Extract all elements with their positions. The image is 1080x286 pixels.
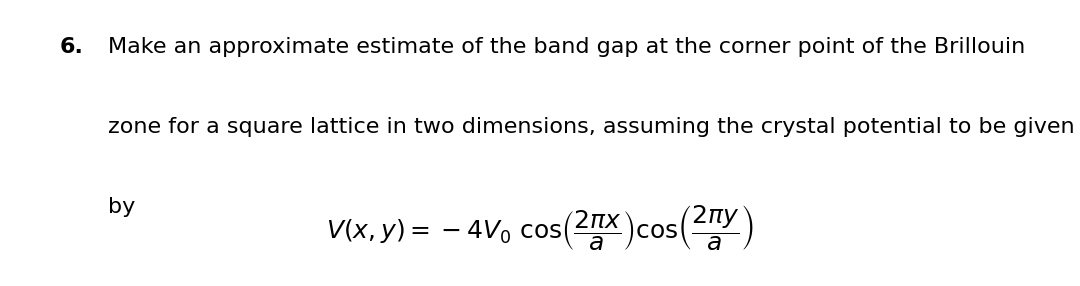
Text: by: by xyxy=(108,197,135,217)
Text: Make an approximate estimate of the band gap at the corner point of the Brilloui: Make an approximate estimate of the band… xyxy=(108,37,1025,57)
Text: $V(x, y) = -4V_0\ \mathrm{cos}\left(\dfrac{2\pi x}{a}\right) \mathrm{cos}\left(\: $V(x, y) = -4V_0\ \mathrm{cos}\left(\dfr… xyxy=(326,203,754,252)
Text: zone for a square lattice in two dimensions, assuming the crystal potential to b: zone for a square lattice in two dimensi… xyxy=(108,117,1075,137)
Text: 6.: 6. xyxy=(59,37,83,57)
